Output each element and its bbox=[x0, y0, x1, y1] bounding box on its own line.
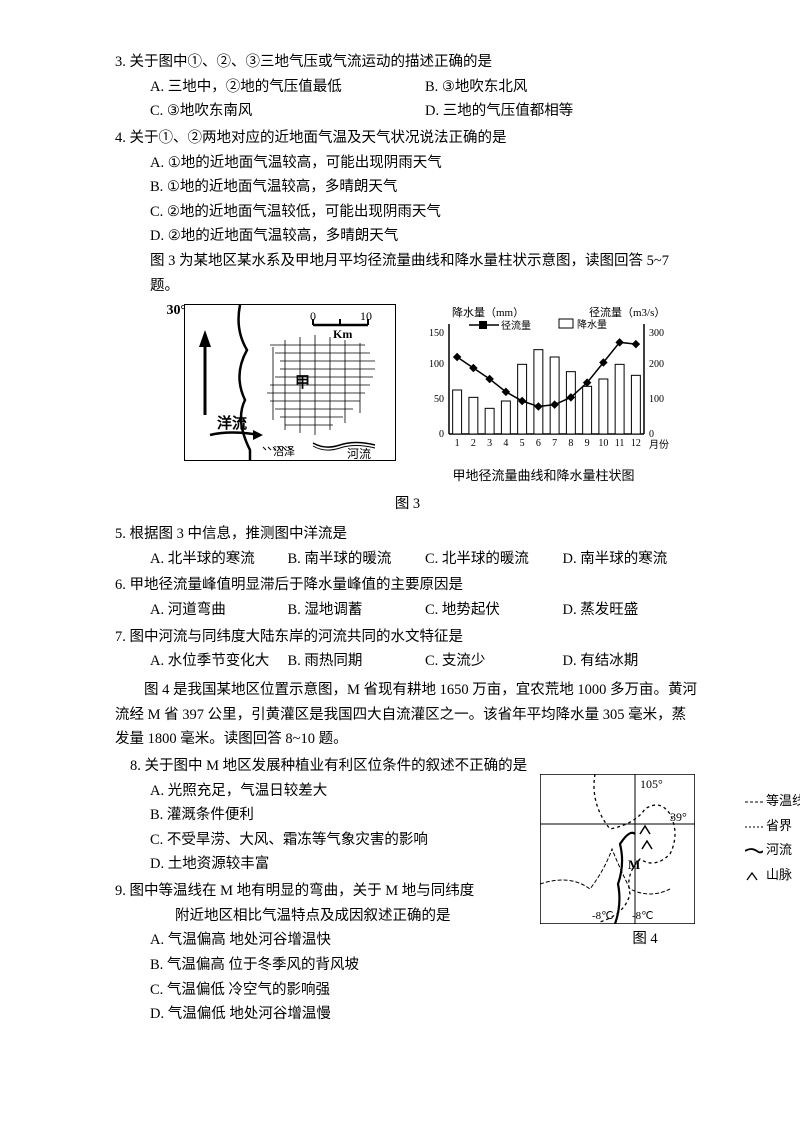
svg-text:4: 4 bbox=[503, 438, 508, 449]
figure-4-caption: 图 4 bbox=[540, 927, 750, 952]
map-svg: 0 10 Km 甲 bbox=[185, 305, 395, 460]
q3-option-b: B. ③地吹东北风 bbox=[425, 75, 700, 100]
svg-text:7: 7 bbox=[552, 438, 557, 449]
legend-mountain: 山脉 bbox=[745, 863, 800, 888]
svg-text:降水量（mm）: 降水量（mm） bbox=[452, 305, 524, 319]
figure-3-chart-sub: 甲地径流量曲线和降水量柱状图 bbox=[414, 465, 674, 487]
q8-9-container: 105° 39° M -8℃ -8℃ 等温线 省界 河流 山脉 图 bbox=[115, 754, 700, 1027]
q6-option-c: C. 地势起伏 bbox=[425, 598, 563, 623]
q8-option-a: A. 光照充足，气温日较差大 bbox=[150, 779, 520, 804]
q3-option-d: D. 三地的气压值都相等 bbox=[425, 99, 700, 124]
question-7: 7. 图中河流与同纬度大陆东岸的河流共同的水文特征是 A. 水位季节变化大 B.… bbox=[115, 625, 700, 674]
svg-text:5: 5 bbox=[519, 438, 524, 449]
figure-3-area: 30° 0 10 Km bbox=[115, 304, 700, 487]
svg-text:1: 1 bbox=[454, 438, 459, 449]
svg-text:洋流: 洋流 bbox=[217, 414, 247, 432]
svg-text:8: 8 bbox=[568, 438, 573, 449]
q7-option-c: C. 支流少 bbox=[425, 649, 563, 674]
svg-text:12: 12 bbox=[630, 438, 640, 449]
svg-text:6: 6 bbox=[535, 438, 540, 449]
svg-text:径流量: 径流量 bbox=[501, 319, 531, 332]
figure-4-svg: 105° 39° M -8℃ -8℃ bbox=[540, 774, 695, 924]
q5-option-c: C. 北半球的暖流 bbox=[425, 547, 563, 572]
figure-3-chart: 降水量（mm） 径流量（m3/s） 径流量 降水量 0 50 100 150 bbox=[414, 304, 674, 464]
q8-option-b: B. 灌溉条件便利 bbox=[150, 803, 520, 828]
svg-text:10: 10 bbox=[598, 438, 608, 449]
legend-province: 省界 bbox=[745, 814, 800, 839]
svg-text:-8℃: -8℃ bbox=[592, 910, 614, 922]
intro-8: 图 4 是我国某地区位置示意图，M 省现有耕地 1650 万亩，宜农荒地 100… bbox=[115, 678, 700, 752]
figure-3-chart-container: 降水量（mm） 径流量（m3/s） 径流量 降水量 0 50 100 150 bbox=[414, 304, 674, 487]
svg-text:11: 11 bbox=[614, 438, 624, 449]
exam-page: 3. 关于图中①、②、③三地气压或气流运动的描述正确的是 A. 三地中，②地的气… bbox=[0, 0, 800, 1132]
q7-stem: 7. 图中河流与同纬度大陆东岸的河流共同的水文特征是 bbox=[115, 625, 700, 650]
q8-option-d: D. 土地资源较丰富 bbox=[150, 852, 520, 877]
legend-isotherm: 等温线 bbox=[745, 789, 800, 814]
svg-text:39°: 39° bbox=[670, 810, 687, 824]
q3-option-a: A. 三地中，②地的气压值最低 bbox=[150, 75, 425, 100]
svg-text:105°: 105° bbox=[640, 777, 663, 791]
figure-3-map: 0 10 Km 甲 bbox=[184, 304, 396, 461]
svg-text:10: 10 bbox=[360, 309, 372, 323]
svg-text:150: 150 bbox=[429, 328, 444, 339]
svg-text:0: 0 bbox=[439, 429, 444, 440]
q6-option-d: D. 蒸发旺盛 bbox=[563, 598, 701, 623]
q3-stem: 3. 关于图中①、②、③三地气压或气流运动的描述正确的是 bbox=[115, 50, 700, 75]
q7-option-a: A. 水位季节变化大 bbox=[150, 649, 288, 674]
svg-text:200: 200 bbox=[649, 359, 664, 370]
svg-text:50: 50 bbox=[434, 394, 444, 405]
svg-text:3: 3 bbox=[487, 438, 492, 449]
svg-text:M: M bbox=[628, 857, 640, 872]
q9-option-d: D. 气温偏低 地处河谷增温慢 bbox=[150, 1002, 700, 1027]
svg-text:9: 9 bbox=[584, 438, 589, 449]
q5-stem: 5. 根据图 3 中信息，推测图中洋流是 bbox=[115, 522, 700, 547]
svg-text:Km: Km bbox=[333, 327, 352, 341]
q5-option-d: D. 南半球的寒流 bbox=[563, 547, 701, 572]
svg-text:100: 100 bbox=[649, 394, 664, 405]
svg-text:0: 0 bbox=[649, 429, 654, 440]
q7-option-d: D. 有结冰期 bbox=[563, 649, 701, 674]
question-6: 6. 甲地径流量峰值明显滞后于降水量峰值的主要原因是 A. 河道弯曲 B. 湿地… bbox=[115, 573, 700, 622]
question-4: 4. 关于①、②两地对应的近地面气温及天气状况说法正确的是 A. ①地的近地面气… bbox=[115, 126, 700, 298]
q4-option-a: A. ①地的近地面气温较高，可能出现阴雨天气 bbox=[150, 151, 700, 176]
svg-text:河流: 河流 bbox=[347, 447, 371, 460]
q9-option-b: B. 气温偏高 位于冬季风的背风坡 bbox=[150, 953, 700, 978]
svg-text:径流量（m3/s）: 径流量（m3/s） bbox=[589, 305, 665, 319]
svg-text:-8℃: -8℃ bbox=[632, 910, 654, 922]
q6-stem: 6. 甲地径流量峰值明显滞后于降水量峰值的主要原因是 bbox=[115, 573, 700, 598]
svg-text:300: 300 bbox=[649, 328, 664, 339]
question-5: 5. 根据图 3 中信息，推测图中洋流是 A. 北半球的寒流 B. 南半球的暖流… bbox=[115, 522, 700, 571]
legend-river: 河流 bbox=[745, 838, 800, 863]
figure-3-caption: 图 3 bbox=[115, 492, 700, 517]
q6-option-a: A. 河道弯曲 bbox=[150, 598, 288, 623]
q4-stem: 4. 关于①、②两地对应的近地面气温及天气状况说法正确的是 bbox=[115, 126, 700, 151]
svg-text:2: 2 bbox=[470, 438, 475, 449]
svg-text:100: 100 bbox=[429, 359, 444, 370]
figure-4: 105° 39° M -8℃ -8℃ 等温线 省界 河流 山脉 图 bbox=[540, 774, 750, 952]
q4-option-d: D. ②地的近地面气温较高，多晴朗天气 bbox=[150, 224, 700, 249]
question-3: 3. 关于图中①、②、③三地气压或气流运动的描述正确的是 A. 三地中，②地的气… bbox=[115, 50, 700, 124]
svg-text:降水量: 降水量 bbox=[577, 318, 607, 331]
q7-option-b: B. 雨热同期 bbox=[288, 649, 426, 674]
svg-text:沼泽: 沼泽 bbox=[273, 444, 295, 458]
q5-option-b: B. 南半球的暖流 bbox=[288, 547, 426, 572]
q4-intro: 图 3 为某地区某水系及甲地月平均径流量曲线和降水量柱状示意图，读图回答 5~7… bbox=[150, 249, 700, 298]
q6-option-b: B. 湿地调蓄 bbox=[288, 598, 426, 623]
q9-option-c: C. 气温偏低 冷空气的影响强 bbox=[150, 978, 700, 1003]
q4-option-b: B. ①地的近地面气温较高，多晴朗天气 bbox=[150, 175, 700, 200]
svg-text:甲: 甲 bbox=[295, 374, 310, 391]
svg-text:月份: 月份 bbox=[649, 439, 669, 451]
q8-option-c: C. 不受旱涝、大风、霜冻等气象灾害的影响 bbox=[150, 828, 520, 853]
q3-option-c: C. ③地吹东南风 bbox=[150, 99, 425, 124]
q5-option-a: A. 北半球的寒流 bbox=[150, 547, 288, 572]
q4-option-c: C. ②地的近地面气温较低，可能出现阴雨天气 bbox=[150, 200, 700, 225]
figure-4-legend: 等温线 省界 河流 山脉 bbox=[745, 789, 800, 888]
